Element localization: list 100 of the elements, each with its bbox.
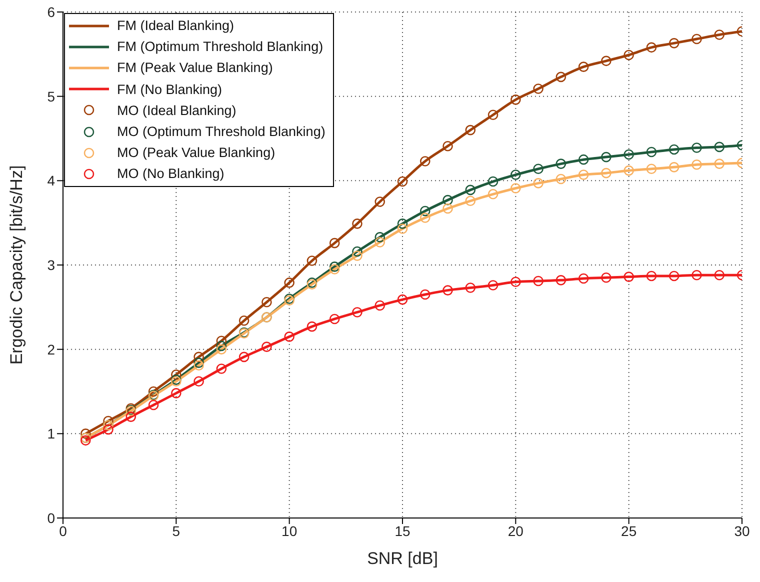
legend-label: FM (No Blanking) <box>117 80 222 99</box>
point <box>216 340 227 352</box>
y-tick-label: 5 <box>47 88 56 104</box>
point <box>624 149 634 160</box>
y-tick-label: 0 <box>47 510 56 526</box>
point <box>488 189 498 200</box>
point <box>284 332 294 342</box>
legend-label: FM (Peak Value Blanking) <box>117 59 273 78</box>
point <box>216 364 227 374</box>
legend-label: MO (Optimum Threshold Blanking) <box>117 123 326 142</box>
point <box>465 124 476 136</box>
point <box>262 342 272 352</box>
point <box>374 237 386 248</box>
point <box>442 285 453 296</box>
point <box>714 270 725 280</box>
point <box>510 170 521 180</box>
point <box>284 278 294 288</box>
point <box>714 158 725 169</box>
point <box>397 294 408 305</box>
x-tick-label: 20 <box>508 522 524 539</box>
point <box>533 178 544 188</box>
point <box>465 196 476 206</box>
point <box>692 270 702 280</box>
point <box>194 360 204 371</box>
point <box>148 386 159 397</box>
point <box>556 158 566 169</box>
point <box>148 400 159 410</box>
point <box>374 232 386 242</box>
x-tick-label: 30 <box>734 522 750 539</box>
point <box>216 336 227 346</box>
y-tick-label: 1 <box>47 426 56 442</box>
point <box>374 196 386 207</box>
point <box>374 300 386 311</box>
y-axis-title: Ergodic Capacity [bit/s/Hz] <box>7 165 26 365</box>
y-tick-label: 6 <box>47 4 56 20</box>
point <box>668 270 680 282</box>
point <box>556 72 566 82</box>
point <box>624 272 634 282</box>
point <box>668 38 680 48</box>
y-tick-label: 4 <box>47 172 56 189</box>
point <box>126 412 136 422</box>
point <box>714 30 725 40</box>
point <box>692 159 702 170</box>
point <box>488 176 498 187</box>
y-tick-label: 2 <box>47 341 56 358</box>
point <box>352 218 362 229</box>
point <box>442 140 453 152</box>
point <box>329 262 340 272</box>
point <box>692 142 702 153</box>
point <box>601 272 612 283</box>
legend-label: FM (Optimum Threshold Blanking) <box>117 38 324 56</box>
point <box>488 280 498 290</box>
x-tick-label: 10 <box>282 522 298 539</box>
point <box>420 206 430 216</box>
legend-label: FM (Ideal Blanking) <box>117 17 234 35</box>
y-tick-label: 3 <box>47 256 56 273</box>
point <box>329 314 340 324</box>
point <box>442 194 453 206</box>
point <box>646 270 657 282</box>
point <box>262 296 272 308</box>
point <box>533 84 544 94</box>
point <box>488 110 498 120</box>
point <box>601 168 612 178</box>
point <box>601 152 612 162</box>
point <box>397 224 408 234</box>
point <box>442 203 453 214</box>
legend-label: MO (Peak Value Blanking) <box>117 144 276 162</box>
point <box>578 273 589 284</box>
point <box>556 275 566 286</box>
point <box>624 50 634 60</box>
point <box>397 218 408 229</box>
point <box>420 156 430 166</box>
point <box>646 146 657 158</box>
point <box>510 183 521 194</box>
point <box>692 34 702 44</box>
x-tick-label: 5 <box>172 522 180 539</box>
point <box>194 376 204 387</box>
point <box>80 435 91 446</box>
point <box>80 428 91 439</box>
point <box>668 144 680 155</box>
point <box>533 276 544 286</box>
point <box>668 162 680 172</box>
point <box>238 352 250 362</box>
legend-label: MO (No Blanking) <box>117 165 224 184</box>
x-tick-label: 0 <box>59 522 68 539</box>
point <box>510 276 521 288</box>
point <box>578 154 589 165</box>
point <box>465 282 476 293</box>
point <box>646 164 657 174</box>
point <box>601 56 612 66</box>
x-tick-label: 25 <box>621 522 637 539</box>
point <box>352 246 362 257</box>
point <box>329 238 340 248</box>
point <box>171 388 182 398</box>
point <box>352 250 362 261</box>
point <box>465 184 476 196</box>
point <box>510 94 521 105</box>
point <box>578 62 589 72</box>
point <box>352 307 362 318</box>
point <box>420 289 430 300</box>
